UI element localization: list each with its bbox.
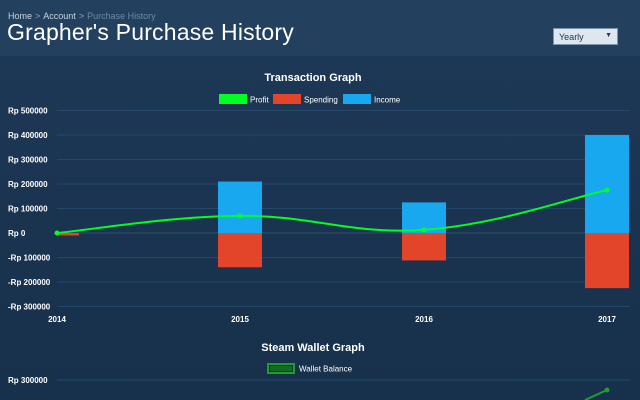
legend-swatch-income xyxy=(343,94,371,104)
wallet-line-path xyxy=(584,389,608,400)
spending-bar-2014 xyxy=(57,233,79,236)
breadcrumb-separator: > xyxy=(78,11,85,21)
page-header: Home > Account > Purchase History Graphe… xyxy=(0,0,640,56)
y-tick-label: Rp 500000 xyxy=(8,107,48,116)
chevron-down-icon: ▼ xyxy=(605,32,612,39)
profit-line xyxy=(54,187,610,236)
income-bar-2015 xyxy=(218,181,262,233)
wallet-chart-title: Steam Wallet Graph xyxy=(261,342,365,354)
x-tick-label: 2015 xyxy=(231,315,249,324)
transaction-y-axis: Rp 500000 Rp 400000 Rp 300000 Rp 200000 Rp 1… xyxy=(8,107,51,312)
x-tick-label: 2017 xyxy=(598,315,616,324)
legend-swatch-profit xyxy=(219,94,247,104)
y-tick-label: Rp 400000 xyxy=(8,131,48,140)
legend-label-spending: Spending xyxy=(304,96,338,105)
legend-swatch-wallet-balance xyxy=(267,363,295,374)
profit-point-2016 xyxy=(421,227,427,233)
y-tick-label: Rp 300000 xyxy=(8,376,48,385)
legend-label-wallet-balance: Wallet Balance xyxy=(299,365,353,374)
transaction-legend: Profit Spending Income xyxy=(219,94,401,105)
spending-bar-2017 xyxy=(585,233,629,289)
spending-bar-2015 xyxy=(218,233,262,268)
legend-label-income: Income xyxy=(374,96,401,105)
profit-point-2017 xyxy=(604,187,610,193)
breadcrumb-purchase-history[interactable]: Purchase History xyxy=(87,11,156,21)
transaction-grid xyxy=(57,110,630,307)
breadcrumb: Home > Account > Purchase History xyxy=(8,11,156,21)
breadcrumb-home[interactable]: Home xyxy=(8,11,33,21)
y-tick-label: Rp 0 xyxy=(8,229,26,238)
y-tick-label: -Rp 200000 xyxy=(8,278,51,287)
period-select-value: Yearly xyxy=(559,31,584,42)
period-select[interactable]: Yearly ▼ xyxy=(553,28,618,45)
profit-line-path xyxy=(56,189,608,234)
transaction-chart-title: Transaction Graph xyxy=(264,72,361,84)
legend-swatch-wallet-balance-fill xyxy=(270,366,292,371)
wallet-legend: Wallet Balance xyxy=(267,363,353,374)
y-tick-label: Rp 300000 xyxy=(8,156,48,165)
y-tick-label: -Rp 300000 xyxy=(8,303,51,312)
wallet-y-axis: Rp 300000 xyxy=(8,376,630,385)
breadcrumb-account[interactable]: Account xyxy=(43,11,76,21)
page-title: Grapher's Purchase History xyxy=(7,19,294,45)
x-tick-label: 2016 xyxy=(415,315,433,324)
x-tick-label: 2014 xyxy=(48,315,66,324)
wallet-balance-line xyxy=(584,387,610,400)
spending-bar-2016 xyxy=(402,233,446,261)
transaction-bars xyxy=(57,135,629,289)
charts-area: Transaction Graph Profit Spending Income R… xyxy=(8,72,630,400)
profit-point-2015 xyxy=(237,213,243,219)
y-tick-label: Rp 100000 xyxy=(8,205,48,214)
y-tick-label: -Rp 100000 xyxy=(8,254,51,263)
legend-swatch-spending xyxy=(273,94,301,104)
wallet-chart: Steam Wallet Graph Wallet Balance Rp 300… xyxy=(8,342,630,400)
transaction-chart: Transaction Graph Profit Spending Income R… xyxy=(8,72,630,324)
transaction-x-axis: 2014 2015 2016 2017 xyxy=(48,315,616,324)
wallet-point xyxy=(604,387,610,393)
breadcrumb-separator: > xyxy=(35,11,41,21)
profit-point-2014 xyxy=(54,230,60,236)
y-tick-label: Rp 200000 xyxy=(8,180,48,189)
income-bar-2017 xyxy=(585,135,629,233)
legend-label-profit: Profit xyxy=(250,96,269,105)
